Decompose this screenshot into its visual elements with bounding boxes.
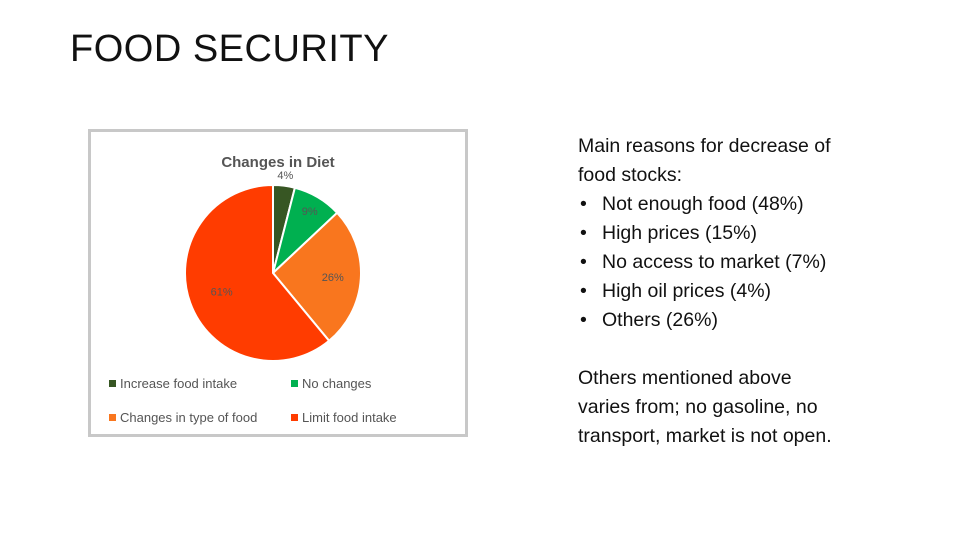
chart-title: Changes in Diet [221,154,334,171]
legend-item: Limit food intake [291,410,397,425]
pie-slices [184,183,362,362]
reasons-heading: Main reasons for decrease of food stocks… [578,135,831,186]
reason-item: High prices (15%) [578,219,848,248]
pie-slice-changes-in-type-of-food [271,211,362,343]
reasons-panel: Main reasons for decrease of food stocks… [578,132,848,451]
legend-label: Limit food intake [302,410,397,425]
pie-slice-labels: 4% 9% 26% 61% [211,170,344,298]
legend-label: No changes [302,376,372,391]
reasons-list: Not enough food (48%) High prices (15%) … [578,190,848,335]
slice-data-label: 9% [302,206,318,218]
legend-swatch [291,380,298,387]
legend-item: No changes [291,376,372,391]
legend-label: Changes in type of food [120,410,257,425]
legend-swatch [291,414,298,421]
chart-legend: Increase food intake No changes Changes in… [109,376,397,425]
reason-item: Others (26%) [578,306,848,335]
slice-data-label: 61% [211,286,233,298]
reason-item: Not enough food (48%) [578,190,848,219]
pie-chart-frame: Changes in Diet 4% 9% 26% 61% Increase food… [88,129,468,437]
legend-label: Increase food intake [120,376,237,391]
legend-swatch [109,414,116,421]
reason-item: No access to market (7%) [578,248,848,277]
legend-item: Increase food intake [109,376,237,391]
pie-chart: Changes in Diet 4% 9% 26% 61% Increase food… [109,154,397,425]
legend-item: Changes in type of food [109,410,257,425]
pie-slice-limit-food-intake [184,183,331,362]
slice-data-label: 4% [277,170,293,182]
slide-title: FOOD SECURITY [70,28,389,70]
reason-item: High oil prices (4%) [578,277,848,306]
others-note: Others mentioned above varies from; no g… [578,367,832,447]
slice-data-label: 26% [322,272,344,284]
legend-swatch [109,380,116,387]
